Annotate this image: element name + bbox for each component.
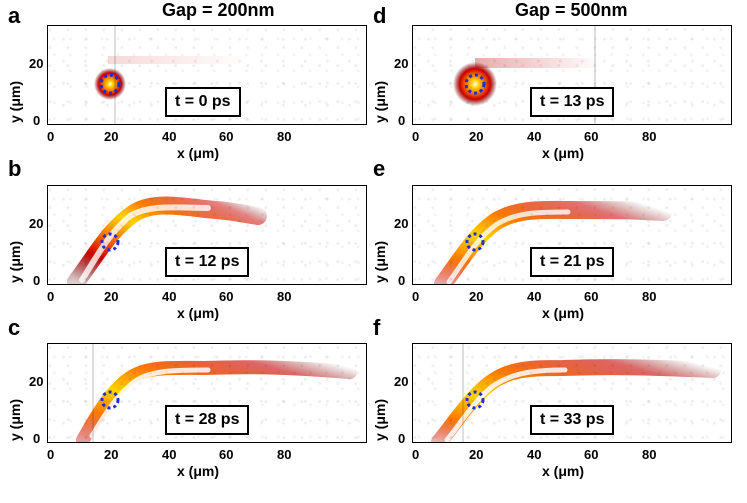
x-tick-0: 0 <box>47 447 55 462</box>
time-label-a: t = 0 ps <box>165 87 241 117</box>
x-axis-label: x (μm) <box>177 305 220 321</box>
x-axis-label: x (μm) <box>177 463 220 479</box>
x-tick-0: 0 <box>412 129 420 144</box>
x-tick-40: 40 <box>162 129 177 144</box>
x-tick-0: 0 <box>412 447 420 462</box>
panel-e: t = 21 ps y (μm) 20 0 0 20 40 60 80 x (μ… <box>372 185 732 345</box>
column-title-left: Gap = 200nm <box>162 0 275 20</box>
x-axis-label: x (μm) <box>542 463 585 479</box>
panel-d: t = 13 ps y (μm) 20 0 0 20 40 60 80 x (μ… <box>372 25 732 185</box>
x-tick-0: 0 <box>412 289 420 304</box>
x-tick-60: 60 <box>219 129 234 144</box>
time-label-f: t = 33 ps <box>530 405 615 435</box>
x-tick-20: 20 <box>469 289 484 304</box>
x-tick-60: 60 <box>584 289 599 304</box>
y-axis-label: y (μm) <box>7 398 23 441</box>
x-tick-60: 60 <box>219 447 234 462</box>
x-tick-20: 20 <box>469 447 484 462</box>
x-tick-80: 80 <box>277 129 292 144</box>
x-tick-40: 40 <box>527 289 542 304</box>
x-tick-20: 20 <box>104 447 119 462</box>
y-tick-0: 0 <box>33 273 41 288</box>
column-title-right: Gap = 500nm <box>515 0 628 20</box>
y-tick-20: 20 <box>29 216 44 231</box>
panel-letter-c: c <box>8 315 21 340</box>
y-tick-0: 0 <box>33 113 41 128</box>
y-axis-label: y (μm) <box>7 240 23 283</box>
panel-f: t = 33 ps y (μm) 20 0 0 20 40 60 80 x (μ… <box>372 343 732 503</box>
x-tick-80: 80 <box>277 447 292 462</box>
panel-letter-d: d <box>373 3 387 28</box>
x-tick-0: 0 <box>47 129 55 144</box>
y-tick-20: 20 <box>394 56 409 71</box>
x-tick-60: 60 <box>584 447 599 462</box>
y-tick-0: 0 <box>398 273 406 288</box>
x-axis-label: x (μm) <box>542 145 585 161</box>
x-tick-80: 80 <box>642 129 657 144</box>
x-tick-40: 40 <box>527 129 542 144</box>
x-tick-60: 60 <box>219 289 234 304</box>
x-tick-40: 40 <box>162 447 177 462</box>
x-tick-20: 20 <box>104 129 119 144</box>
x-tick-40: 40 <box>162 289 177 304</box>
x-tick-80: 80 <box>642 447 657 462</box>
image-plot <box>47 343 367 443</box>
y-tick-20: 20 <box>394 374 409 389</box>
time-label-e: t = 21 ps <box>530 247 615 277</box>
time-label-c: t = 28 ps <box>165 405 250 435</box>
time-label-b: t = 12 ps <box>165 247 250 277</box>
y-tick-0: 0 <box>398 113 406 128</box>
y-tick-20: 20 <box>29 56 44 71</box>
panel-letter-a: a <box>8 3 21 28</box>
x-tick-60: 60 <box>584 129 599 144</box>
y-axis-label: y (μm) <box>372 240 388 283</box>
panel-letter-f: f <box>373 315 381 340</box>
image-heatmap <box>413 26 731 124</box>
time-label-d: t = 13 ps <box>530 87 615 117</box>
panel-a: t = 0 ps y (μm) 20 0 0 20 40 60 80 x (μm… <box>7 25 367 185</box>
x-tick-0: 0 <box>47 289 55 304</box>
panel-b: t = 12 ps y (μm) 20 0 0 20 40 60 80 x (μ… <box>7 185 367 345</box>
x-tick-80: 80 <box>277 289 292 304</box>
y-tick-0: 0 <box>33 431 41 446</box>
x-tick-20: 20 <box>104 289 119 304</box>
x-tick-80: 80 <box>642 289 657 304</box>
y-tick-20: 20 <box>394 216 409 231</box>
panel-letter-e: e <box>373 156 386 181</box>
image-heatmap <box>48 344 366 442</box>
y-axis-label: y (μm) <box>372 398 388 441</box>
x-tick-20: 20 <box>469 129 484 144</box>
y-axis-label: y (μm) <box>372 80 388 123</box>
x-axis-label: x (μm) <box>177 145 220 161</box>
y-tick-20: 20 <box>29 374 44 389</box>
y-tick-0: 0 <box>398 431 406 446</box>
x-axis-label: x (μm) <box>542 305 585 321</box>
panel-letter-b: b <box>8 156 22 181</box>
y-axis-label: y (μm) <box>7 80 23 123</box>
panel-c: t = 28 ps y (μm) 20 0 0 20 40 60 80 x (μ… <box>7 343 367 503</box>
x-tick-40: 40 <box>527 447 542 462</box>
